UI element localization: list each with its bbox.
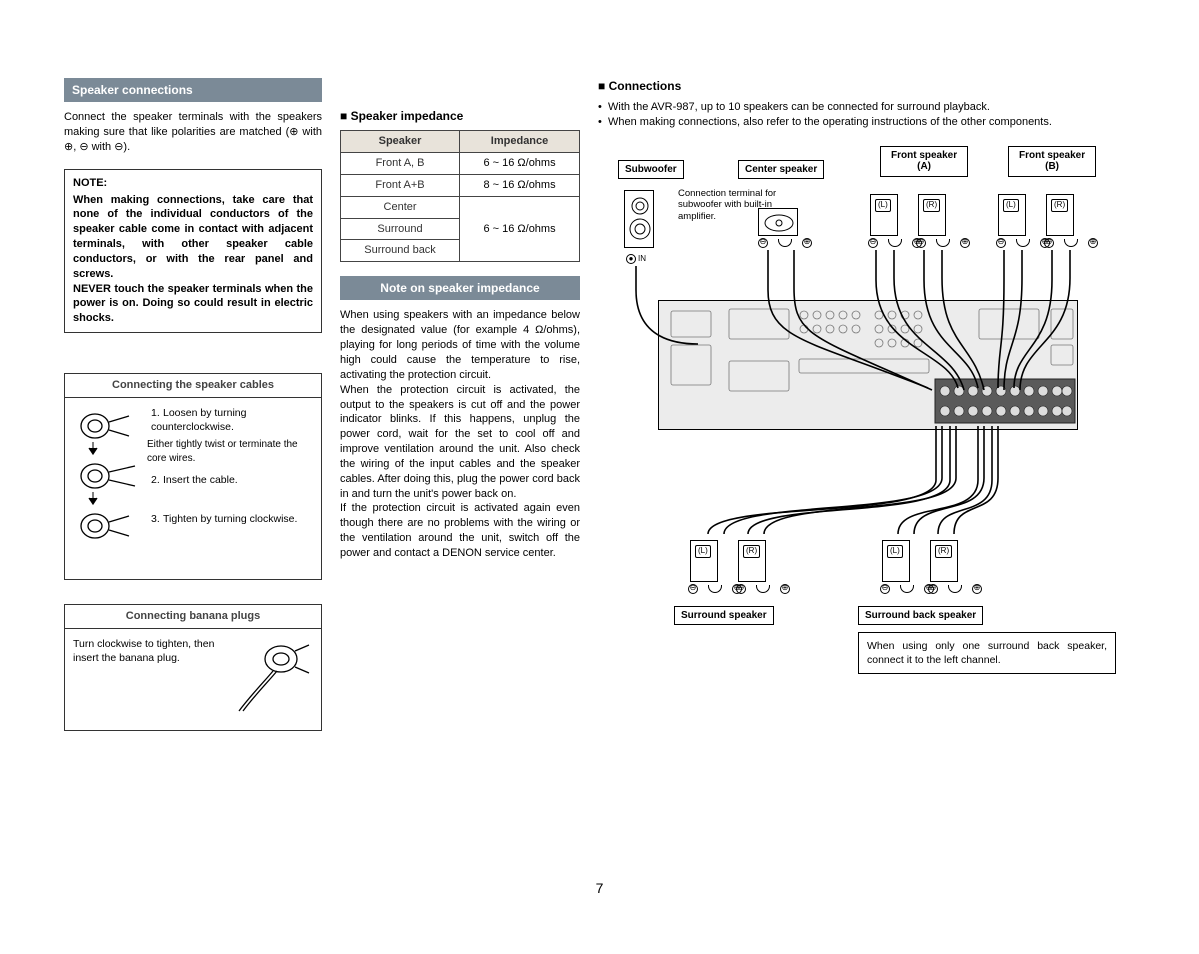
page-content: Speaker connections Connect the speaker … [64,78,1138,755]
terminal-illustration [73,406,143,571]
surround-back-r: (R) [930,540,958,582]
sb-l-terminals: ⊖⊕ [880,584,934,594]
step-1: 1.Loosen by turning counterclockwise. [151,406,313,434]
column-left: Speaker connections Connect the speaker … [64,78,322,755]
connection-diagram: Subwoofer Center speaker Front speaker(A… [598,140,1138,680]
panel1-body: 1.Loosen by turning counterclockwise. Ei… [65,398,321,579]
page-number: 7 [0,879,1199,898]
step-3: 3.Tighten by turning clockwise. [151,512,313,526]
impedance-heading: Speaker impedance [340,108,580,124]
surround-r: (R) [738,540,766,582]
panel1-steps: 1.Loosen by turning counterclockwise. Ei… [151,406,313,571]
panel2-body: Turn clockwise to tighten, then insert t… [65,629,321,730]
surround-l: (L) [690,540,718,582]
surround-back-note: When using only one surround back speake… [858,632,1116,674]
connections-bullets: With the AVR-987, up to 10 speakers can … [598,100,1138,130]
column-right: Connections With the AVR-987, up to 10 s… [598,78,1138,755]
step-mid: Either tightly twist or terminate the co… [147,438,313,465]
panel1-title: Connecting the speaker cables [65,374,321,398]
cell-front-aplusb-imp: 8 ~ 16 Ω/ohms [460,174,580,196]
note-p1: When using speakers with an impedance be… [340,308,580,382]
cell-center: Center [341,196,460,218]
cell-surround-back: Surround back [341,240,460,262]
sb-r-terminals: ⊖⊕ [928,584,982,594]
step1-text: Loosen by turning counterclockwise. [151,407,246,433]
note-p3: If the protection circuit is activated a… [340,501,580,560]
surround-r-terminals: ⊖⊕ [736,584,790,594]
column-middle: Speaker impedance Speaker Impedance Fron… [340,78,580,755]
th-speaker: Speaker [341,131,460,153]
step3-text: Tighten by turning clockwise. [163,513,297,525]
panel2-title: Connecting banana plugs [65,605,321,629]
panel-banana-plugs: Connecting banana plugs Turn clockwise t… [64,604,322,731]
speaker-connections-heading: Speaker connections [64,78,322,102]
note-title: NOTE: [73,176,313,191]
impedance-note-body: When using speakers with an impedance be… [340,308,580,560]
bullet-1: With the AVR-987, up to 10 speakers can … [598,100,1138,115]
cell-front-aplusb: Front A+B [341,174,460,196]
note-box: NOTE: When making connections, take care… [64,169,322,333]
surround-l-terminals: ⊖⊕ [688,584,742,594]
step-2: 2.Insert the cable. [151,473,313,487]
wiring-svg [598,140,1118,680]
impedance-note-heading: Note on speaker impedance [340,276,580,300]
columns: Speaker connections Connect the speaker … [64,78,1138,755]
label-surround: Surround speaker [674,606,774,626]
bullet-2: When making connections, also refer to t… [598,115,1138,130]
note-p2: When the protection circuit is activated… [340,383,580,502]
surround-back-l: (L) [882,540,910,582]
th-impedance: Impedance [460,131,580,153]
cell-front-ab-imp: 6 ~ 16 Ω/ohms [460,153,580,175]
banana-illustration [233,637,313,722]
cell-surround: Surround [341,218,460,240]
step2-text: Insert the cable. [163,474,238,486]
panel2-text: Turn clockwise to tighten, then insert t… [73,637,227,665]
cell-merged-imp: 6 ~ 16 Ω/ohms [460,196,580,262]
cell-front-ab: Front A, B [341,153,460,175]
label-surround-back: Surround back speaker [858,606,983,626]
note-body: When making connections, take care that … [73,193,313,327]
connections-heading: Connections [598,78,1138,94]
intro-text: Connect the speaker terminals with the s… [64,110,322,155]
panel-connecting-cables: Connecting the speaker cables [64,373,322,580]
impedance-table: Speaker Impedance Front A, B6 ~ 16 Ω/ohm… [340,130,580,262]
